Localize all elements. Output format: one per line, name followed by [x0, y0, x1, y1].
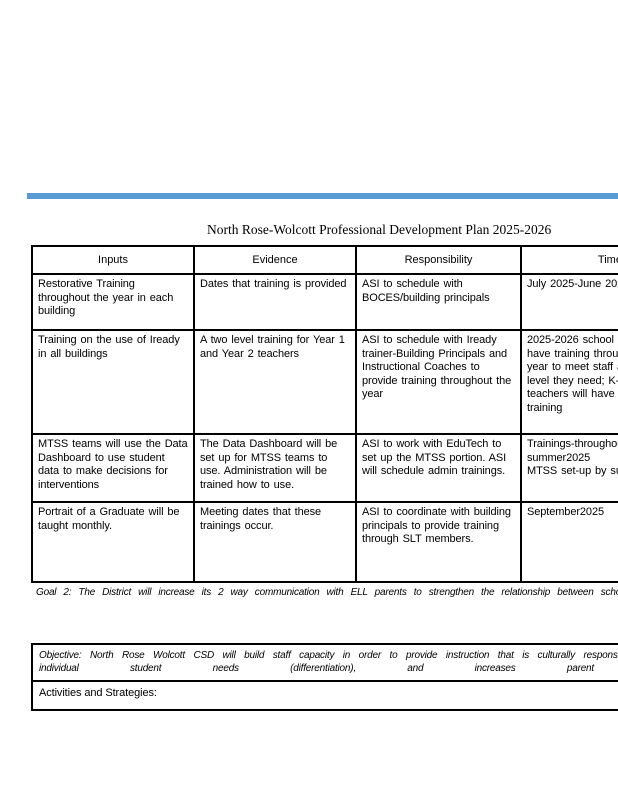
table-row: Training on the use of Iready in all bui… — [31, 329, 618, 435]
objective-paragraph: Objective: North Rose Wolcott CSD will b… — [39, 650, 618, 674]
col-header-inputs: Inputs — [31, 245, 195, 275]
cell-responsibility: ASI to work with EduTech to set up the M… — [355, 433, 522, 503]
accent-divider-bar — [27, 193, 618, 199]
col-header-evidence: Evidence — [193, 245, 357, 275]
cell-timeline: September2025 — [520, 501, 618, 583]
goal-2-plan-box: Objective: North Rose Wolcott CSD will b… — [31, 643, 618, 711]
cell-inputs: Portrait of a Graduate will be taught mo… — [31, 501, 195, 583]
cell-evidence: The Data Dashboard will be set up for MT… — [193, 433, 357, 503]
cell-inputs: Restorative Training throughout the year… — [31, 273, 195, 331]
cell-responsibility: ASI to schedule with Iready trainer-Buil… — [355, 329, 522, 435]
activities-strategies-box: Activities and Strategies: — [33, 682, 618, 707]
col-header-timeline: Timeline — [520, 245, 618, 275]
cell-responsibility: ASI to coordinate with building principa… — [355, 501, 522, 583]
cell-responsibility: ASI to schedule with BOCES/building prin… — [355, 273, 522, 331]
pd-plan-table: Inputs Evidence Responsibility Timeline … — [31, 245, 618, 583]
cell-inputs: Training on the use of Iready in all bui… — [31, 329, 195, 435]
cell-timeline: 2025-2026 school year have training thro… — [520, 329, 618, 435]
document-title: North Rose-Wolcott Professional Developm… — [207, 222, 552, 237]
cell-timeline: July 2025-June 2026 — [520, 273, 618, 331]
goal-2-paragraph: Goal 2: The District will increase its 2… — [36, 587, 618, 598]
table-row: MTSS teams will use the Data Dashboard t… — [31, 433, 618, 503]
cell-timeline: Trainings-throughout summer2025 MTSS set… — [520, 433, 618, 503]
activities-strategies-label: Activities and Strategies: — [39, 687, 157, 699]
cell-evidence: Dates that training is provided — [193, 273, 357, 331]
objective-box: Objective: North Rose Wolcott CSD will b… — [33, 645, 618, 682]
table-row: Restorative Training throughout the year… — [31, 273, 618, 331]
cell-evidence: A two level training for Year 1 and Year… — [193, 329, 357, 435]
table-header-row: Inputs Evidence Responsibility Timeline — [31, 245, 618, 275]
cell-evidence: Meeting dates that these trainings occur… — [193, 501, 357, 583]
cell-inputs: MTSS teams will use the Data Dashboard t… — [31, 433, 195, 503]
col-header-responsibility: Responsibility — [355, 245, 522, 275]
table-row: Portrait of a Graduate will be taught mo… — [31, 501, 618, 583]
